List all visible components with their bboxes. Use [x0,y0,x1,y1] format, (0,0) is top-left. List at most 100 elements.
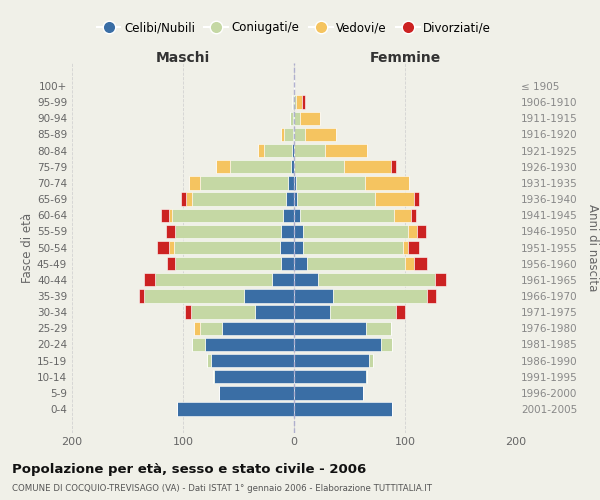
Bar [370,354,373,367]
Bar [414,192,419,205]
Text: Femmine: Femmine [370,51,440,65]
Text: Popolazione per età, sesso e stato civile - 2006: Popolazione per età, sesso e stato civil… [12,462,366,475]
Text: Maschi: Maschi [156,51,210,65]
Bar [294,306,329,318]
Bar [394,208,410,222]
Bar [294,128,305,141]
Bar [329,306,396,318]
Bar [325,144,367,157]
Bar [192,192,286,205]
Bar [299,208,394,222]
Bar [283,208,294,222]
Bar [294,241,303,254]
Bar [294,224,303,238]
Bar [293,96,294,108]
Bar [194,322,200,335]
Bar [299,112,320,125]
Bar [380,338,392,351]
Bar [139,290,144,302]
Bar [305,128,336,141]
Bar [294,257,307,270]
Bar [284,128,293,141]
Bar [294,192,298,205]
Bar [144,273,155,286]
Bar [259,144,264,157]
Bar [302,96,305,108]
Bar [214,370,294,384]
Bar [294,144,325,157]
Bar [410,208,416,222]
Bar [409,241,419,254]
Bar [187,192,192,205]
Bar [218,386,294,400]
Bar [185,306,191,318]
Bar [294,208,299,222]
Bar [188,176,200,190]
Bar [272,273,294,286]
Bar [167,257,175,270]
Bar [298,192,375,205]
Bar [178,402,294,415]
Bar [289,176,294,190]
Bar [303,241,403,254]
Bar [144,290,244,302]
Bar [409,224,417,238]
Bar [294,402,392,415]
Bar [333,290,427,302]
Bar [208,354,211,367]
Bar [319,273,435,286]
Bar [217,160,230,173]
Bar [344,160,391,173]
Bar [296,176,365,190]
Bar [175,257,281,270]
Bar [161,208,169,222]
Bar [303,224,409,238]
Bar [307,257,405,270]
Text: COMUNE DI COCQUIO-TREVISAGO (VA) - Dati ISTAT 1° gennaio 2006 - Elaborazione TUT: COMUNE DI COCQUIO-TREVISAGO (VA) - Dati … [12,484,432,493]
Y-axis label: Anni di nascita: Anni di nascita [586,204,599,291]
Bar [157,241,169,254]
Bar [213,370,214,384]
Bar [281,224,294,238]
Bar [294,322,366,335]
Bar [222,322,294,335]
Y-axis label: Fasce di età: Fasce di età [21,212,34,282]
Bar [281,257,294,270]
Bar [294,338,380,351]
Bar [294,290,333,302]
Bar [294,354,370,367]
Bar [290,160,294,173]
Bar [205,338,294,351]
Bar [294,160,344,173]
Bar [281,128,284,141]
Bar [290,112,293,125]
Bar [181,192,187,205]
Bar [405,257,414,270]
Bar [174,241,280,254]
Bar [175,224,281,238]
Bar [292,144,294,157]
Bar [294,386,363,400]
Bar [294,370,366,384]
Bar [294,273,319,286]
Bar [435,273,446,286]
Bar [414,257,427,270]
Bar [286,192,294,205]
Bar [403,241,409,254]
Bar [211,354,294,367]
Legend: Celibi/Nubili, Coniugati/e, Vedovi/e, Divorziati/e: Celibi/Nubili, Coniugati/e, Vedovi/e, Di… [92,16,496,39]
Bar [366,370,367,384]
Bar [172,208,283,222]
Bar [264,144,292,157]
Bar [365,176,409,190]
Bar [375,192,414,205]
Bar [293,112,294,125]
Bar [169,241,174,254]
Bar [200,322,222,335]
Bar [427,290,436,302]
Bar [200,176,289,190]
Bar [417,224,426,238]
Bar [244,290,294,302]
Bar [155,273,272,286]
Bar [294,112,299,125]
